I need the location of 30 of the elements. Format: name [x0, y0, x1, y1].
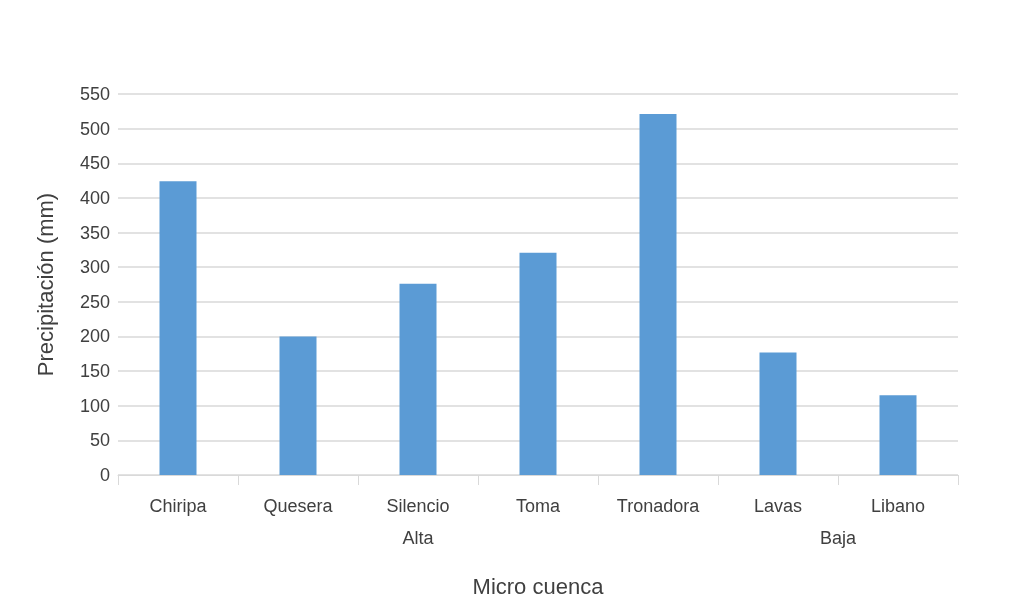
bar	[519, 252, 557, 475]
y-tick-label: 300	[79, 257, 110, 278]
y-tick-label: 0	[99, 465, 110, 485]
text: Baja	[819, 528, 857, 548]
bar	[759, 352, 797, 475]
bar	[399, 283, 437, 475]
y-axis-title: Precipitación (mm)	[32, 192, 58, 377]
x-tick-label: Toma	[515, 496, 561, 516]
y-tick-label: 500	[79, 118, 110, 139]
x-tick-label: Tronadora	[616, 496, 701, 516]
x-tick-label: Silencio	[386, 496, 450, 516]
y-tick-label: 350	[79, 222, 110, 243]
bar	[159, 181, 197, 475]
bar	[639, 114, 677, 475]
y-tick-label: 200	[79, 326, 110, 347]
x-axis-title: Micro cuenca	[472, 573, 605, 599]
x-tick-label: Chiripa	[149, 496, 208, 516]
text: Alta	[402, 528, 435, 548]
bar	[279, 336, 317, 475]
bar	[879, 395, 917, 475]
y-tick-label: 150	[79, 361, 110, 382]
y-tick-label: 550	[79, 84, 110, 104]
y-tick-label: 50	[89, 430, 110, 451]
x-tick-label: Lavas	[753, 496, 803, 516]
y-tick-label: 100	[79, 395, 110, 416]
y-tick-label: 400	[79, 187, 110, 208]
y-tick-label: 450	[79, 153, 110, 174]
y-tick-label: 250	[79, 291, 110, 312]
x-tick-label: Quesera	[263, 496, 334, 516]
x-tick-label: Libano	[870, 496, 926, 516]
